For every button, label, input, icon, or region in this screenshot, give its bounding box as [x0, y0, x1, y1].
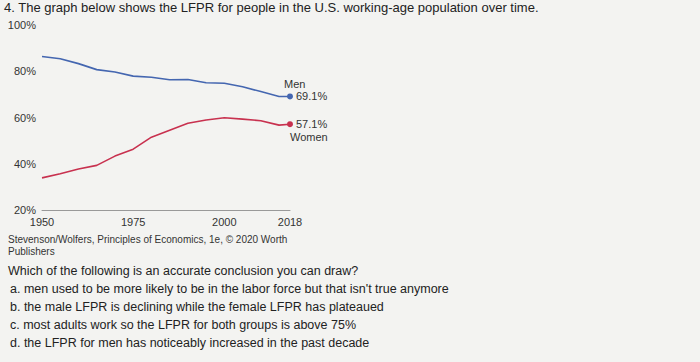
- svg-text:100%: 100%: [8, 19, 36, 31]
- html-text:Which of the following is an a: Which of the following is an accurate co…: [8, 264, 359, 278]
- html-text:4. The graph below shows the L: 4. The graph below shows the LFPR for pe…: [4, 0, 539, 15]
- svg-text:60%: 60%: [14, 112, 36, 124]
- svg-text:20%: 20%: [14, 204, 36, 216]
- html-text:Stevenson/Wolfers, Principles: Stevenson/Wolfers, Principles of Economi…: [8, 234, 288, 257]
- html-text:b. the male LFPR is declining: b. the male LFPR is declining while the …: [10, 300, 384, 314]
- html-text:d. the LFPR for men has notice: d. the LFPR for men has noticeably incre…: [10, 336, 370, 350]
- svg-text:Men: Men: [284, 78, 305, 90]
- svg-text:1975: 1975: [121, 216, 145, 228]
- svg-text:2000: 2000: [212, 216, 236, 228]
- svg-text:1950: 1950: [30, 216, 54, 228]
- svg-text:80%: 80%: [14, 65, 36, 77]
- svg-text:69.1%: 69.1%: [296, 90, 327, 102]
- html-text:a. men used to be more likely: a. men used to be more likely to be in t…: [10, 282, 449, 296]
- svg-text:57.1%: 57.1%: [296, 118, 327, 130]
- html-text:c. most adults work so the LFP: c. most adults work so the LFPR for both…: [10, 318, 356, 332]
- svg-text:Women: Women: [290, 131, 328, 143]
- svg-text:40%: 40%: [14, 158, 36, 170]
- svg-text:2018: 2018: [278, 216, 302, 228]
